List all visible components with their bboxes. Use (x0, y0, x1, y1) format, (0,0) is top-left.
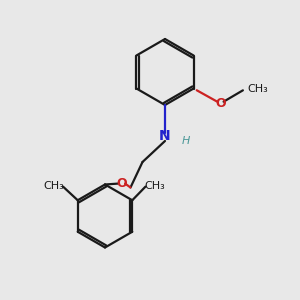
Text: N: N (159, 130, 171, 143)
Text: CH₃: CH₃ (44, 181, 64, 191)
Text: O: O (215, 97, 226, 110)
Text: CH₃: CH₃ (144, 181, 165, 191)
Text: H: H (182, 136, 190, 146)
Text: O: O (116, 177, 127, 190)
Text: CH₃: CH₃ (248, 83, 268, 94)
